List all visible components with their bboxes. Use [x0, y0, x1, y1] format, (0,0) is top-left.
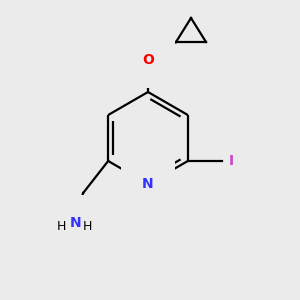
- Text: O: O: [142, 53, 154, 67]
- Text: H: H: [56, 220, 66, 233]
- Text: I: I: [229, 154, 234, 168]
- Text: N: N: [69, 216, 81, 230]
- Text: N: N: [142, 177, 154, 191]
- Text: H: H: [82, 220, 92, 233]
